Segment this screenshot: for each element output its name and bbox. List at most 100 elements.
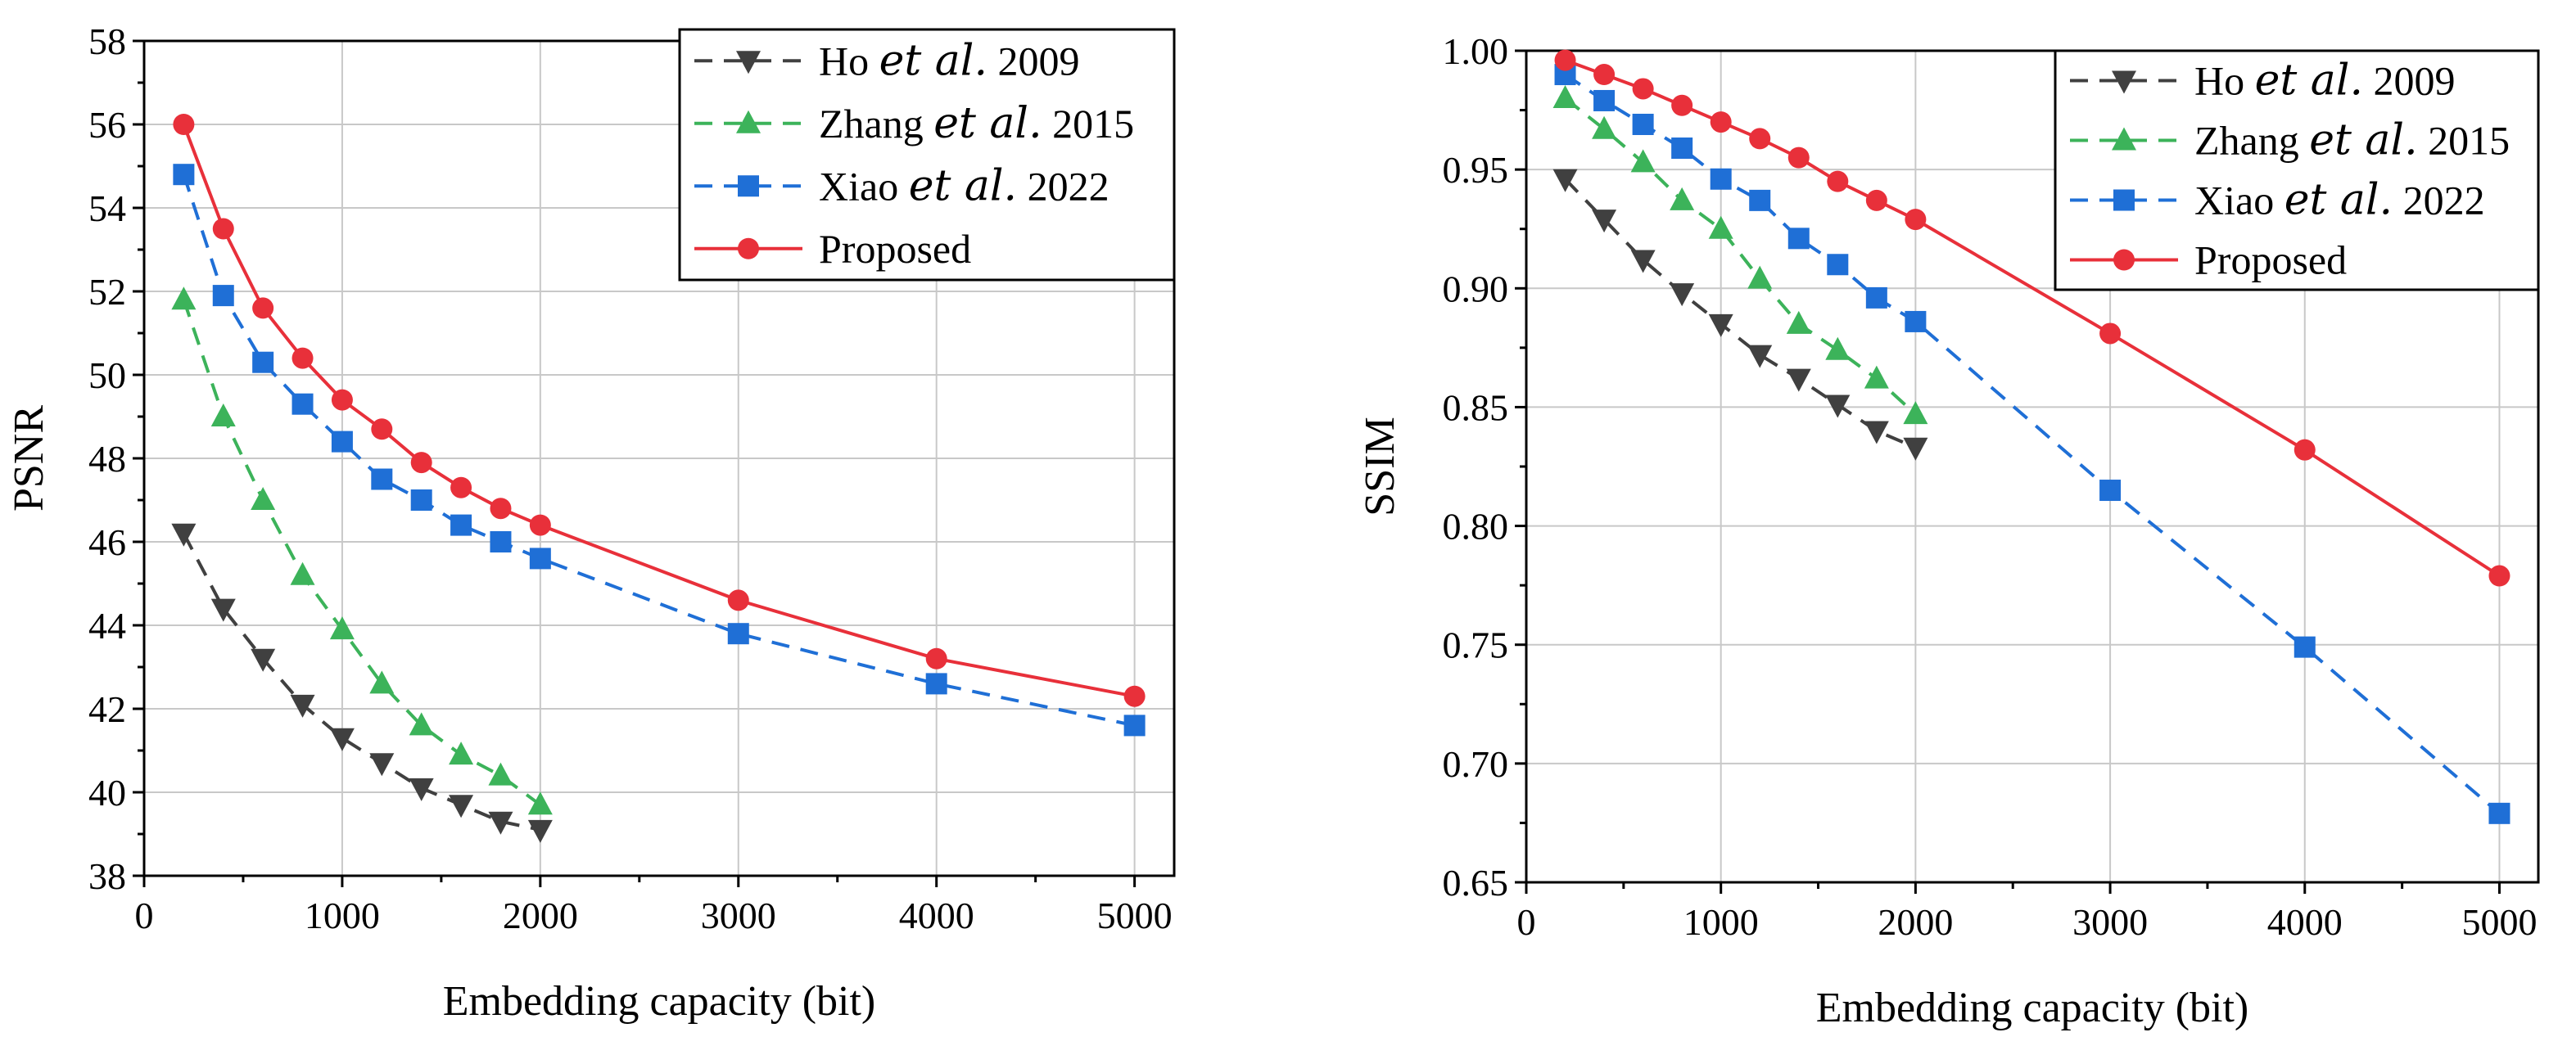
series-ho-et-al-2009 [1552, 169, 1928, 461]
legend-label-name: Xiao [819, 163, 909, 209]
data-point [488, 811, 513, 835]
legend-label-name: Zhang [819, 101, 933, 147]
x-tick-label: 5000 [1097, 895, 1173, 936]
data-point [1632, 113, 1654, 135]
legend-marker [2113, 189, 2135, 211]
legend-label-etal: et al. [933, 99, 1042, 148]
data-point [2488, 565, 2510, 587]
legend-marker [2113, 249, 2135, 271]
legend-marker [736, 51, 761, 74]
data-point [290, 694, 315, 718]
y-tick-label: 38 [88, 855, 126, 897]
data-point [1671, 138, 1693, 160]
y-axis-title: SSIM [1357, 417, 1403, 516]
series-line [1564, 97, 1917, 416]
y-tick-label: 0.85 [1443, 386, 1509, 428]
x-tick-label: 1000 [1683, 901, 1759, 943]
data-point [369, 753, 395, 777]
legend: Ho et al. 2009 Zhang et al. 2015 Xiao et a… [2054, 49, 2540, 291]
data-point [1710, 168, 1732, 190]
data-point [925, 647, 947, 670]
data-point [212, 218, 234, 240]
data-point [1825, 336, 1851, 360]
y-tick-label: 0.65 [1443, 862, 1509, 904]
data-point [1592, 210, 1617, 233]
data-point [173, 164, 195, 186]
data-point [252, 297, 274, 319]
data-point [488, 762, 513, 786]
data-point [1123, 715, 1146, 737]
y-tick-label: 54 [88, 187, 126, 229]
y-axis-title: PSNR [6, 405, 52, 512]
data-point [450, 476, 472, 498]
legend-label: Proposed [2194, 237, 2347, 283]
data-point [2099, 480, 2122, 502]
data-point [371, 468, 393, 490]
data-point [369, 670, 395, 694]
data-point [1864, 365, 1889, 389]
legend-label-name: Ho [2194, 58, 2255, 104]
data-point [1747, 345, 1773, 368]
x-axis-title: Embedding capacity (bit) [443, 978, 875, 1025]
data-point [371, 418, 393, 440]
data-point [1708, 313, 1733, 337]
y-tick-label: 56 [88, 104, 126, 146]
data-point [1747, 265, 1773, 289]
data-point [210, 404, 236, 426]
data-point [1865, 286, 1887, 309]
data-point [1708, 215, 1733, 239]
series-proposed [173, 114, 1146, 707]
legend-label-year: 2022 [1017, 163, 1109, 209]
data-point [410, 489, 432, 511]
legend-marker [738, 237, 759, 259]
data-point [1786, 368, 1811, 392]
data-point [1905, 209, 1927, 231]
data-point [727, 589, 749, 611]
psnr-chart: 0 1000 2000 3000 4000 5000 38 40 42 44 46 48 50 52 54 5… [6, 20, 1176, 1025]
data-point [1903, 437, 1928, 461]
data-point [490, 498, 512, 520]
data-point [1749, 128, 1771, 150]
y-tick-label: 48 [88, 438, 126, 480]
y-tick-label: 0.90 [1443, 268, 1509, 309]
data-point [449, 742, 474, 765]
series-line [182, 299, 542, 806]
legend-label: Xiao et al. 2022 [819, 161, 1109, 210]
y-tick-label: 0.75 [1443, 624, 1509, 666]
data-point [252, 351, 274, 373]
data-point [527, 791, 553, 815]
legend-label-etal: et al. [2309, 116, 2417, 165]
legend-label: Xiao et al. 2022 [2194, 176, 2485, 225]
data-point [251, 487, 276, 510]
legend-label: Zhang et al. 2015 [819, 99, 1134, 148]
data-point [1630, 149, 1656, 173]
data-point [2488, 802, 2510, 824]
data-point [410, 452, 432, 474]
data-point [2294, 439, 2316, 461]
data-point [251, 648, 276, 672]
data-point [1749, 189, 1771, 211]
data-point [1670, 283, 1695, 307]
legend-label-year: 2015 [2418, 118, 2510, 164]
series-zhang-et-al-2015 [171, 286, 553, 815]
data-point [1786, 310, 1811, 334]
data-point [212, 285, 234, 307]
data-point [1552, 169, 1578, 192]
x-axis: 0 1000 2000 3000 4000 5000 [1517, 882, 2537, 943]
data-point [727, 623, 749, 645]
legend-label-name: Proposed [2194, 237, 2347, 283]
data-point [529, 548, 551, 570]
data-point [450, 514, 472, 536]
data-point [1592, 115, 1617, 139]
data-point [1710, 111, 1732, 133]
data-point [1630, 250, 1656, 273]
x-axis-title: Embedding capacity (bit) [1816, 985, 2248, 1031]
data-point [1123, 685, 1146, 707]
series-xiao-et-al-2022 [173, 164, 1146, 737]
data-point [291, 393, 314, 415]
x-tick-label: 3000 [2072, 901, 2148, 943]
data-point [331, 431, 353, 453]
data-point [1552, 85, 1578, 109]
x-tick-label: 4000 [2267, 901, 2343, 943]
